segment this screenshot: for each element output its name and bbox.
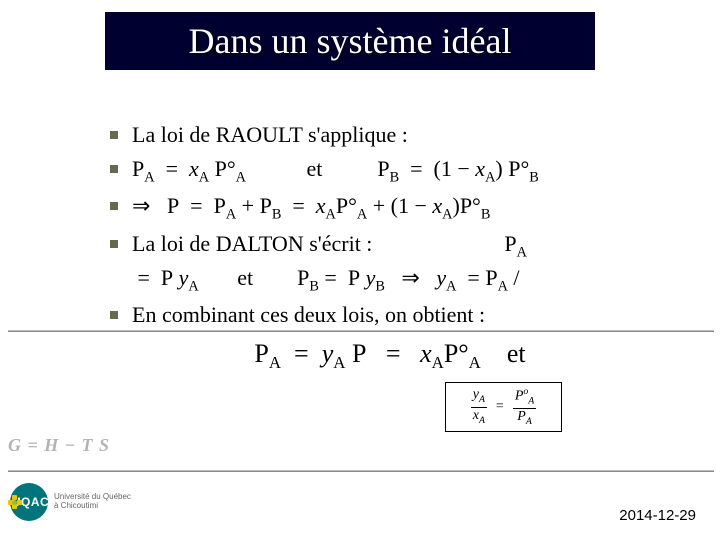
- center-equation: PA = yA P = xAP°A et: [110, 336, 670, 375]
- divider-line: [8, 331, 714, 332]
- bullet-row: ⇒ P = PA + PB = xAP°A + (1 − xA)P°B: [110, 191, 670, 225]
- background-formula: G = H − T S: [8, 435, 110, 456]
- ratio-formula-box: yA xA = PoA PA: [445, 382, 562, 432]
- title-box: Dans un système idéal: [105, 12, 595, 70]
- equals-icon: =: [496, 399, 504, 415]
- bullet-icon: [110, 311, 118, 319]
- fraction-left: yA xA: [471, 388, 487, 425]
- logo: UQAC Université du Québec à Chicoutimi: [10, 482, 160, 522]
- bullet-row: PA = xA P°A et PB = (1 − xA) P°B: [110, 154, 670, 188]
- bullet-row: En combinant ces deux lois, on obtient :: [110, 300, 670, 330]
- bullet-icon: [110, 131, 118, 139]
- bullet-icon: [110, 240, 118, 248]
- bullet-icon: [110, 165, 118, 173]
- logo-subtitle: Université du Québec à Chicoutimi: [54, 493, 131, 511]
- bullet-text-3: ⇒ P = PA + PB = xAP°A + (1 − xA)P°B: [132, 191, 670, 225]
- body-content: La loi de RAOULT s'applique : PA = xA P°…: [110, 120, 670, 375]
- bullet-row: La loi de DALTON s'écrit : PA = P yA et …: [110, 229, 670, 296]
- bullet-row: La loi de RAOULT s'applique :: [110, 120, 670, 150]
- uqac-badge-icon: UQAC: [10, 483, 48, 521]
- bullet-text-5: En combinant ces deux lois, on obtient :: [132, 300, 670, 330]
- slide: Dans un système idéal La loi de RAOULT s…: [0, 0, 720, 540]
- slide-title: Dans un système idéal: [189, 20, 512, 62]
- fraction-right: PoA PA: [513, 387, 536, 427]
- divider-line: [8, 471, 714, 472]
- bullet-text-4: La loi de DALTON s'écrit : PA = P yA et …: [132, 229, 670, 296]
- bullet-text-2: PA = xA P°A et PB = (1 − xA) P°B: [132, 154, 670, 188]
- bullet-icon: [110, 202, 118, 210]
- date-text: 2014-12-29: [619, 507, 696, 524]
- bullet-text-1: La loi de RAOULT s'applique :: [132, 120, 670, 150]
- dalton-label: La loi de DALTON s'écrit :: [132, 231, 372, 256]
